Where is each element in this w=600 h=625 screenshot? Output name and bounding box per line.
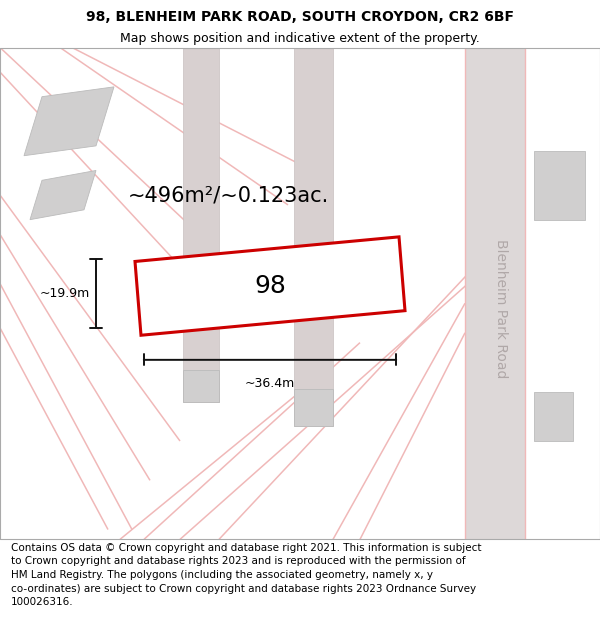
Text: Contains OS data © Crown copyright and database right 2021. This information is : Contains OS data © Crown copyright and d…	[11, 542, 481, 608]
Bar	[465, 48, 525, 539]
Polygon shape	[30, 171, 96, 219]
Bar	[534, 151, 585, 219]
Polygon shape	[135, 237, 405, 335]
Text: 98, BLENHEIM PARK ROAD, SOUTH CROYDON, CR2 6BF: 98, BLENHEIM PARK ROAD, SOUTH CROYDON, C…	[86, 11, 514, 24]
Bar	[534, 392, 573, 441]
Bar	[294, 48, 333, 426]
Bar	[183, 369, 219, 402]
Text: Blenheim Park Road: Blenheim Park Road	[494, 239, 508, 378]
Bar	[183, 48, 219, 402]
Text: ~19.9m: ~19.9m	[40, 287, 90, 300]
Polygon shape	[24, 87, 114, 156]
Text: 98: 98	[254, 274, 286, 298]
Bar	[294, 389, 333, 426]
Text: ~36.4m: ~36.4m	[245, 377, 295, 390]
Text: ~496m²/~0.123ac.: ~496m²/~0.123ac.	[127, 185, 329, 205]
Text: Map shows position and indicative extent of the property.: Map shows position and indicative extent…	[120, 32, 480, 45]
